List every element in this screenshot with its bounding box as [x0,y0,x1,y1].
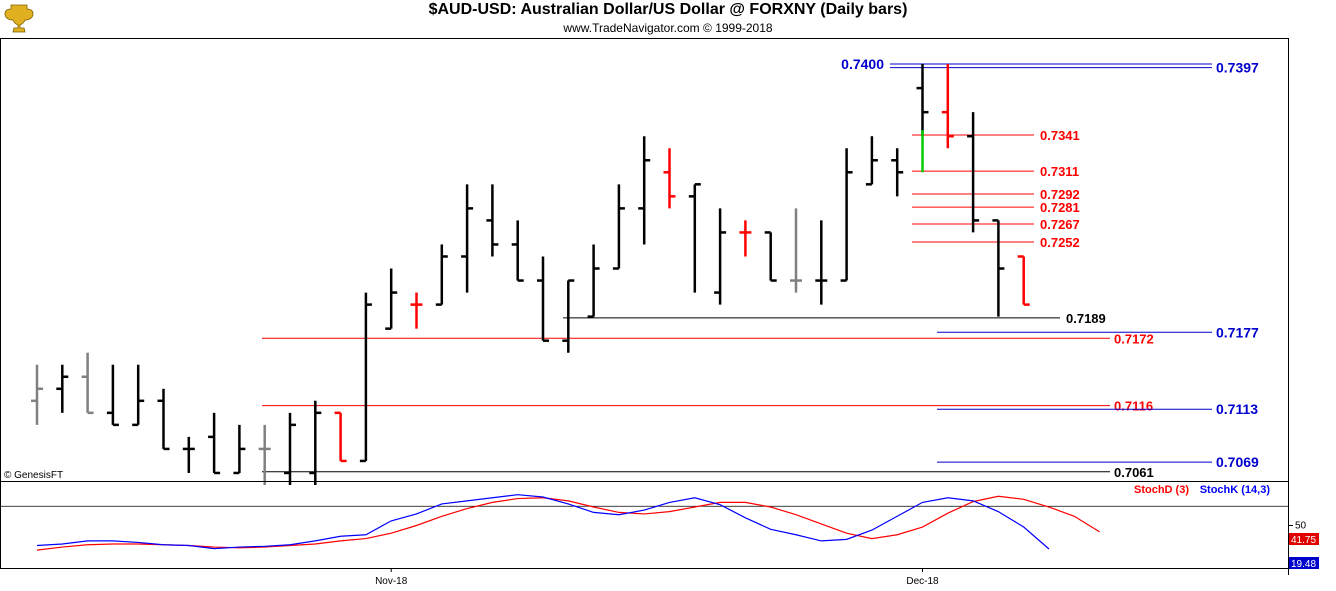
stochk-value: 19.48 [1291,559,1316,570]
level-label: 0.7281 [1040,200,1080,215]
legend-stochk: StochK (14,3) [1200,484,1271,496]
level-label: 0.7267 [1040,217,1080,232]
x-tick-label: Nov-18 [375,576,408,587]
level-label: 0.7311 [1040,164,1079,179]
stochk-value-badge [1289,557,1319,569]
stoch-tick-label: 50 [1295,521,1307,532]
stochd-value-badge [1289,533,1319,545]
level-label: 0.7061 [1114,465,1154,480]
level-label: 0.7172 [1114,331,1154,346]
price-panel-frame [0,38,1289,482]
stochd-line [36,495,1100,551]
trophy-icon [4,4,34,33]
level-label: 0.7069 [1216,454,1259,470]
stochd-value: 41.75 [1291,535,1316,546]
stochk-line [36,494,1050,550]
level-label: 0.7113 [1216,401,1258,417]
x-tick-label: Dec-18 [906,576,939,587]
level-label: 0.7116 [1114,399,1153,414]
chart-title: $AUD-USD: Australian Dollar/US Dollar @ … [428,1,908,18]
level-label: 0.7341 [1040,128,1080,143]
chart-subtitle: www.TradeNavigator.com © 1999-2018 [563,21,773,35]
stoch-panel-frame [0,481,1289,569]
legend-stochd: StochD (3) [1134,484,1189,496]
level-label: 0.7397 [1216,60,1259,76]
level-label: 0.7252 [1040,235,1080,250]
level-label: 0.7177 [1216,324,1259,340]
level-label: 0.7189 [1066,311,1106,326]
level-label: 0.7292 [1040,187,1080,202]
watermark: © GenesisFT [4,470,63,481]
level-label: 0.7400 [841,56,884,72]
